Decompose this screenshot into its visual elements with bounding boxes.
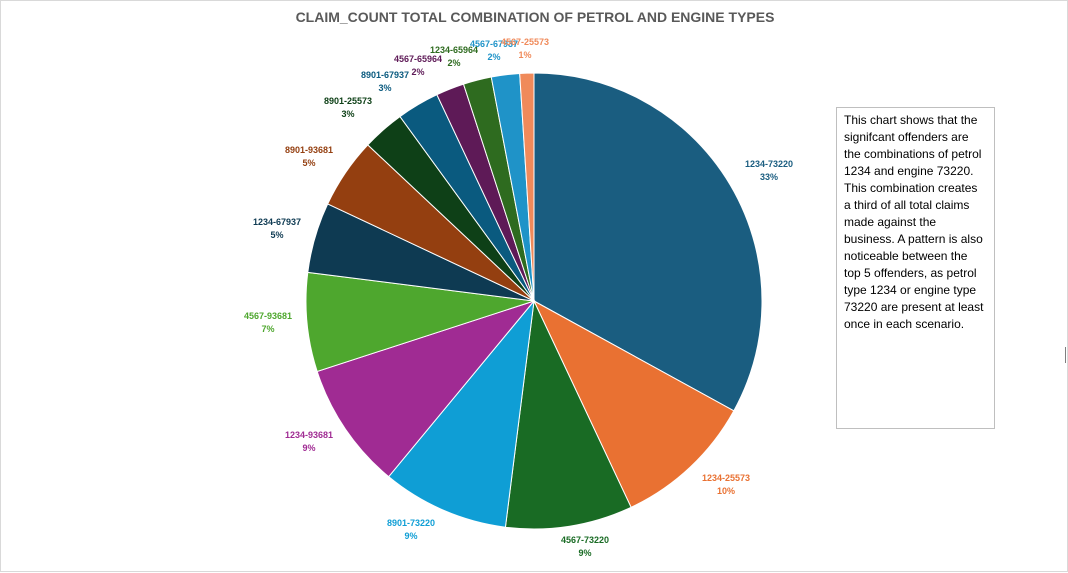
data-label-category: 4567-93681 [244, 311, 292, 321]
resize-handle[interactable] [1065, 347, 1066, 363]
data-label-percent: 9% [302, 443, 315, 453]
data-label-category: 1234-67937 [253, 217, 301, 227]
data-label-category: 8901-93681 [285, 145, 333, 155]
data-label-percent: 9% [404, 531, 417, 541]
data-label-category: 1234-93681 [285, 430, 333, 440]
data-label-percent: 5% [302, 158, 315, 168]
data-label-category: 4567-67937 [470, 39, 518, 49]
pie-slice-1234-25573[interactable] [532, 299, 735, 508]
pie-slice-1234-73220[interactable] [533, 72, 763, 412]
data-label-category: 4567-65964 [394, 54, 442, 64]
pie-slice-4567-25573[interactable] [519, 72, 535, 302]
data-label-category: 4567-25573 [501, 37, 549, 47]
pie-slice-8901-73220[interactable] [387, 299, 535, 528]
data-label-percent: 5% [270, 230, 283, 240]
data-label-percent: 3% [341, 109, 354, 119]
data-label-category: 8901-67937 [361, 70, 409, 80]
data-label-percent: 3% [378, 83, 391, 93]
data-label-percent: 33% [760, 172, 778, 182]
data-label-percent: 1% [518, 50, 531, 60]
data-label-category: 4567-73220 [561, 535, 609, 545]
pie-slice-4567-73220[interactable] [504, 299, 632, 530]
data-label-percent: 10% [717, 486, 735, 496]
data-label-percent: 9% [578, 548, 591, 558]
data-label-percent: 2% [447, 58, 460, 68]
annotation-textbox: This chart shows that the signifcant off… [836, 107, 995, 429]
data-label-percent: 2% [411, 67, 424, 77]
chart-title: CLAIM_COUNT TOTAL COMBINATION OF PETROL … [295, 9, 775, 25]
data-label-category: 1234-65964 [430, 45, 478, 55]
data-label-category: 8901-73220 [387, 518, 435, 528]
data-label-category: 1234-73220 [745, 159, 793, 169]
data-label-percent: 2% [487, 52, 500, 62]
data-label-category: 8901-25573 [324, 96, 372, 106]
data-label-percent: 7% [261, 324, 274, 334]
pie-slice-1234-93681[interactable] [316, 299, 536, 478]
data-label-category: 1234-25573 [702, 473, 750, 483]
